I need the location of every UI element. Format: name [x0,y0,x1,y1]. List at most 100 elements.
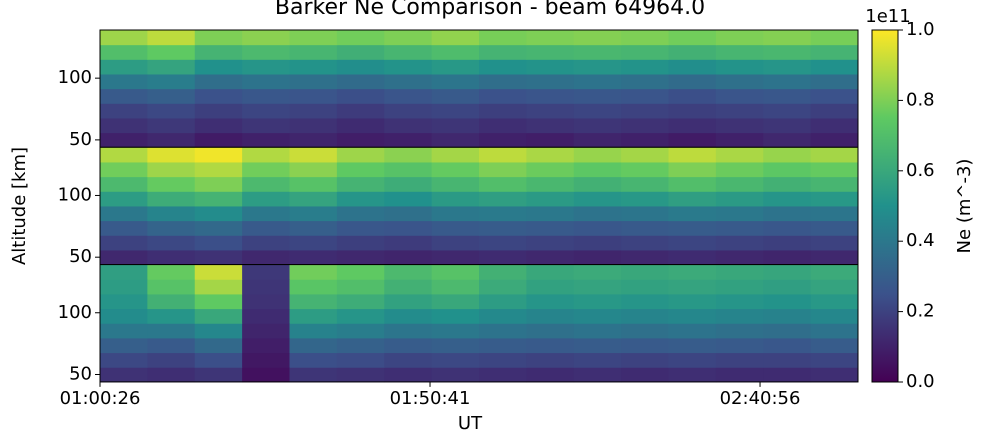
heatmap-cell [668,191,717,207]
heatmap-cell [431,88,480,104]
heatmap-cell [431,249,480,266]
heatmap-cell [810,205,859,222]
heatmap-cell [810,147,859,163]
heatmap-cell [621,337,669,354]
heatmap-cell [242,88,290,104]
heatmap-cell [194,235,243,251]
heatmap-cell [289,323,338,339]
heatmap-cell [668,176,717,192]
heatmap-cell [573,30,622,46]
heatmap-cell [573,337,622,354]
heatmap-cell [715,220,764,236]
heatmap-cell [147,352,196,368]
heatmap-cell [147,88,196,104]
heatmap-cell [715,73,764,90]
heatmap-cell [147,161,196,178]
heatmap-cell [147,44,196,60]
heatmap-cell [621,117,669,134]
heatmap-cell [100,73,148,90]
heatmap-cell [668,264,717,280]
heatmap-cell [763,205,812,222]
heatmap-cell [668,88,717,104]
heatmap-cell [384,235,433,251]
heatmap-cell [384,205,433,222]
heatmap-cell [431,352,480,368]
heatmap-cell [431,132,480,148]
heatmap-cell [573,264,622,280]
heatmap-cell [336,367,385,383]
heatmap-cell [289,103,338,119]
heatmap-cell [668,293,717,310]
heatmap-cell [431,44,480,60]
heatmap-cell [289,88,338,104]
heatmap-cell [100,264,148,280]
heatmap-cell [668,147,717,163]
heatmap-cell [668,44,717,60]
heatmap-cell [526,352,575,368]
heatmap-cell [384,367,433,383]
heatmap-cell [621,352,669,368]
y-tick-label: 100 [58,67,92,88]
heatmap-cell [242,323,290,339]
heatmap-cell [194,323,243,339]
heatmap-cell [431,308,480,324]
heatmap-cell [763,117,812,134]
heatmap-cell [242,132,290,148]
heatmap-cell [668,161,717,178]
heatmap-cell [242,44,290,60]
heatmap-cell [194,44,243,60]
heatmap-cell [668,117,717,134]
heatmap-cell [289,205,338,222]
heatmap-cell [147,73,196,90]
heatmap-cell [147,132,196,148]
heatmap-cell [479,323,527,339]
heatmap-cell [100,337,148,354]
heatmap-cell [810,176,859,192]
heatmap-cell [336,323,385,339]
heatmap-cell [715,367,764,383]
heatmap-cell [242,161,290,178]
x-tick-label: 02:40:56 [720,388,801,409]
heatmap-cell [810,161,859,178]
heatmap-cell [573,88,622,104]
heatmap-cell [336,147,385,163]
heatmap-cell [479,308,527,324]
heatmap-cell [431,293,480,310]
heatmap-cell [194,337,243,354]
heatmap-cell [479,88,527,104]
heatmap-cell [479,249,527,266]
heatmap-cell [336,352,385,368]
heatmap-cell [715,352,764,368]
heatmap-cell [763,293,812,310]
heatmap-cell [526,293,575,310]
heatmap-cell [384,44,433,60]
heatmap-cell [194,30,243,46]
heatmap-cell [336,235,385,251]
heatmap-cell [194,103,243,119]
heatmap-cell [621,279,669,295]
heatmap-cell [336,176,385,192]
heatmap-cell [715,147,764,163]
heatmap-cell [763,161,812,178]
heatmap-cell [810,132,859,148]
heatmap-cell [242,220,290,236]
heatmap-cell [147,176,196,192]
heatmap-cell [100,220,148,236]
heatmap-cell [147,264,196,280]
heatmap-cell [810,352,859,368]
heatmap-cell [242,103,290,119]
heatmap-cell [526,205,575,222]
x-tick-label: 01:00:26 [60,388,141,409]
heatmap-cell [242,176,290,192]
heatmap-cell [289,191,338,207]
heatmap-cell [526,161,575,178]
heatmap-cell [242,279,290,295]
heatmap-cell [242,337,290,354]
heatmap-cell [100,308,148,324]
heatmap-cell [289,132,338,148]
heatmap-cell [715,323,764,339]
heatmap-cell [573,44,622,60]
x-axis-label: UT [458,413,483,434]
heatmap-cell [431,264,480,280]
heatmap-cell [668,220,717,236]
